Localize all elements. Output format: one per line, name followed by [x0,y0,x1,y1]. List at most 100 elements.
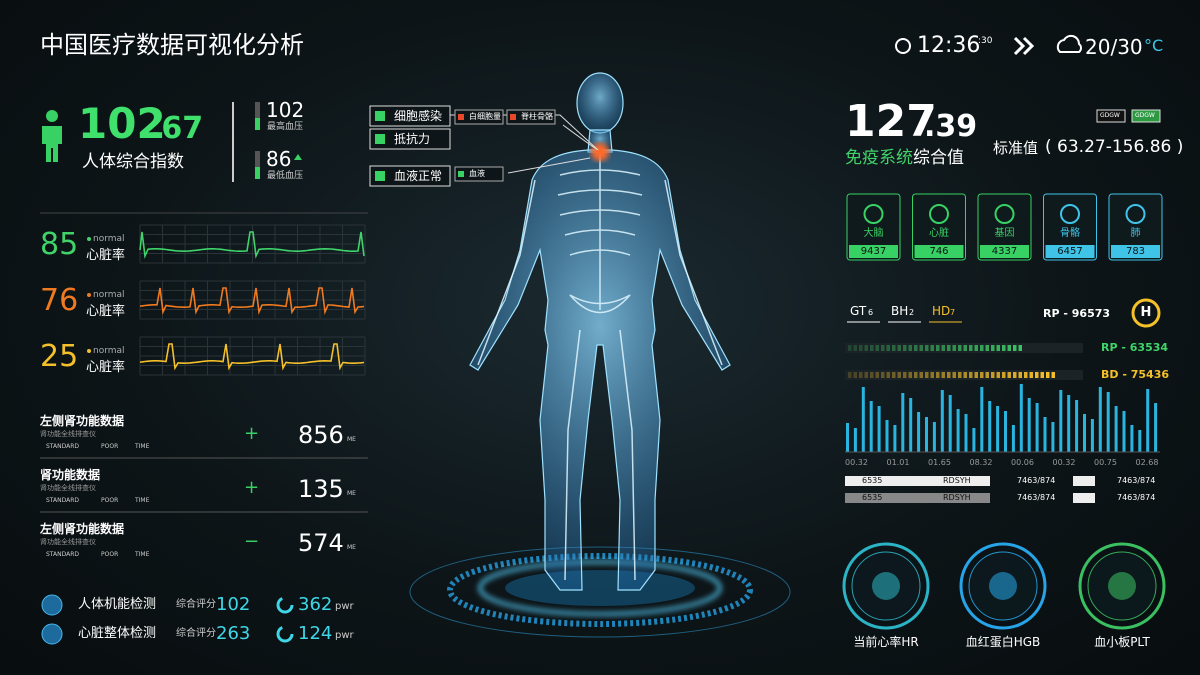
organ-card [977,193,1032,261]
organ-icon [1125,204,1146,224]
check-power-unit: pwr [335,601,354,612]
meter-cell [974,345,978,351]
gauge-glyph [1108,572,1136,600]
organ-icon [1060,204,1080,224]
meter-cell [996,345,1000,351]
timeline-label: 00.32 [845,458,868,467]
ecg-line [139,287,365,316]
tag-check [375,134,385,144]
organ-value: 746 [929,246,949,257]
rp-main: RP - 96573 [1043,307,1111,320]
meter-cell [947,345,951,351]
meter-cell [996,372,1000,378]
meter-cell [985,345,989,351]
tag-label: 细胞感染 [394,109,443,123]
sub-tag-box [454,166,504,182]
sub-tag-label: 白细胞量 [469,112,501,121]
meter-cell [1002,345,1006,351]
tag-box [369,105,451,127]
meter-cell [936,372,940,378]
pressure-bar [255,151,260,179]
deco-bar [1011,425,1015,452]
meter-cell [969,372,973,378]
deco-bar [1106,392,1110,452]
sub-tag-label: 血液 [469,169,485,178]
meter-cell [936,345,940,351]
kidney-subtitle: 肾功能全线排查仪 [40,484,96,492]
meter-cell [1002,372,1006,378]
organ-label: 肺 [1130,228,1141,239]
meter-cell [875,372,879,378]
gauge-glyph [872,572,900,600]
deco-bar [1130,425,1134,452]
status-dot [87,349,91,353]
check-label: 心脏整体检测 [78,626,157,641]
pressure-bar-fill [255,118,260,130]
deco-bar [917,412,921,452]
page-title: 中国医疗数据可视化分析 [40,31,304,59]
meter-cell [870,372,874,378]
meter-label: BD - 75436 [1101,368,1170,381]
kidney-subtitle: 肾功能全线排查仪 [40,430,96,438]
deco-bar [901,393,905,452]
deco-bar [1098,387,1102,452]
deco-bar [988,401,992,452]
timeline-label: 01.01 [886,458,910,467]
organ-value-bg [1045,245,1095,258]
heart-rate-value: 85 [40,227,79,262]
meter-cell [853,372,857,378]
time: 12:36 [917,33,981,58]
organ-value: 783 [1125,246,1146,257]
table-cell: 7463/874 [1117,493,1156,502]
table-cell: 6535 [862,493,883,502]
deco-bar [972,428,976,452]
meter-cell [1029,372,1033,378]
organ-value-bg [1111,245,1160,258]
logo-ring [1131,298,1161,328]
meter-cell [974,372,978,378]
check-score-label: 综合评分 [176,599,216,610]
code-sub: 7 [950,308,956,317]
deco-bar [1043,417,1047,452]
arrows-icon [1013,36,1035,56]
table-cell: 7463/874 [1017,493,1056,502]
sub-tag-check [510,114,516,120]
deco-bar [1035,403,1039,452]
meter-cell [930,372,934,378]
meter-cell [897,345,901,351]
organ-icon [863,204,884,224]
organ-card [1108,193,1163,261]
tag-check [375,171,385,181]
heart-rate-status: normal [93,290,125,300]
meter-cell [859,372,863,378]
kidney-sign: − [244,531,260,552]
immune-name: 免疫系统 [845,148,913,168]
platform [409,546,791,638]
organ-icon [929,204,949,224]
meter-cell [919,345,923,351]
sub-tag-check [458,171,464,177]
kidney-legend: POOR [101,551,119,558]
deco-bar [1075,400,1079,452]
badge: GDGW [1100,112,1120,119]
meter-cell [930,345,934,351]
kidney-unit: ME [347,490,356,497]
deco-bar [1067,395,1071,452]
meter-cell [952,345,956,351]
deco-bar [996,406,1000,452]
kidney-value: 135 [298,475,344,503]
heart-rate-value: 25 [40,339,79,374]
deco-bar [1027,398,1031,452]
table-chip [1073,493,1095,503]
meter-cell [1018,372,1022,378]
table-cell: 7463/874 [1117,476,1156,485]
deco-bar [1138,430,1142,452]
meter-cell [941,372,945,378]
check-power: 362 [298,594,333,615]
deco-bar [1114,406,1118,452]
gauge-label: 当前心率HR [853,635,919,649]
meter-cell [947,372,951,378]
meter-cell [1013,345,1017,351]
logo: H [1140,305,1152,320]
kidney-legend: STANDARD [46,551,80,558]
